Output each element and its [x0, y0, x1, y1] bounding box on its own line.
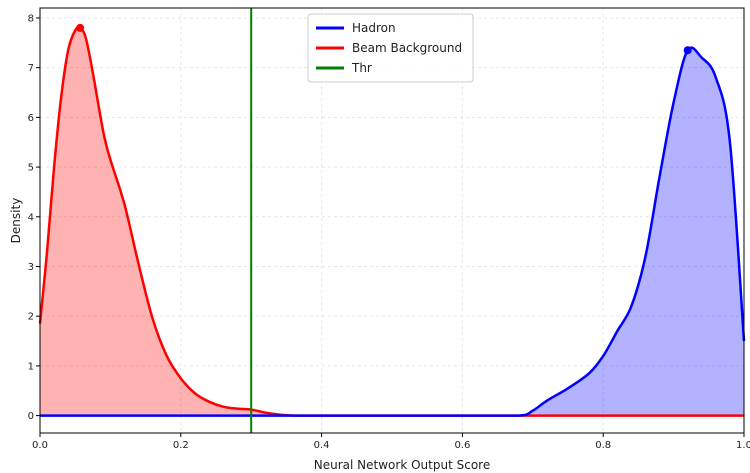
x-tick-label: 0.8	[595, 440, 611, 451]
x-ticks: 0.0 0.2 0.4 0.6 0.8 1.0	[32, 433, 750, 451]
y-tick-label: 2	[28, 312, 34, 323]
area-beam-background	[40, 27, 744, 416]
legend-label-thr: Thr	[351, 61, 372, 75]
legend-label-beam-background: Beam Background	[352, 41, 462, 55]
x-tick-label: 0.2	[173, 440, 189, 451]
plot-frame	[39, 7, 745, 434]
line-hadron	[40, 46, 746, 417]
y-ticks: 0 1 2 3 4 5 6 7 8	[28, 13, 40, 422]
peak-marker-beam-background	[76, 23, 85, 32]
area-hadron	[40, 47, 744, 416]
y-tick-label: 8	[28, 13, 34, 24]
x-tick-label: 0.4	[314, 440, 330, 451]
y-tick-label: 3	[28, 262, 34, 273]
legend-box	[307, 13, 474, 83]
x-tick-label: 0.0	[32, 440, 48, 451]
series-areas	[40, 27, 744, 416]
x-tick-label: 1.0	[736, 440, 750, 451]
y-tick-label: 5	[28, 163, 34, 174]
y-tick-label: 0	[28, 411, 34, 422]
y-tick-label: 6	[28, 113, 34, 124]
peak-marker-hadron	[683, 46, 692, 55]
y-axis-label: Density	[9, 198, 23, 244]
legend-label-hadron: Hadron	[352, 21, 396, 35]
legend[interactable]: Hadron Beam Background Thr	[307, 13, 474, 83]
peak-markers	[76, 23, 692, 55]
x-axis-label: Neural Network Output Score	[314, 458, 490, 472]
y-tick-label: 7	[28, 63, 34, 74]
y-tick-label: 1	[28, 361, 34, 372]
series-lines	[38, 25, 746, 417]
x-tick-label: 0.6	[454, 440, 470, 451]
y-tick-label: 4	[28, 212, 34, 223]
